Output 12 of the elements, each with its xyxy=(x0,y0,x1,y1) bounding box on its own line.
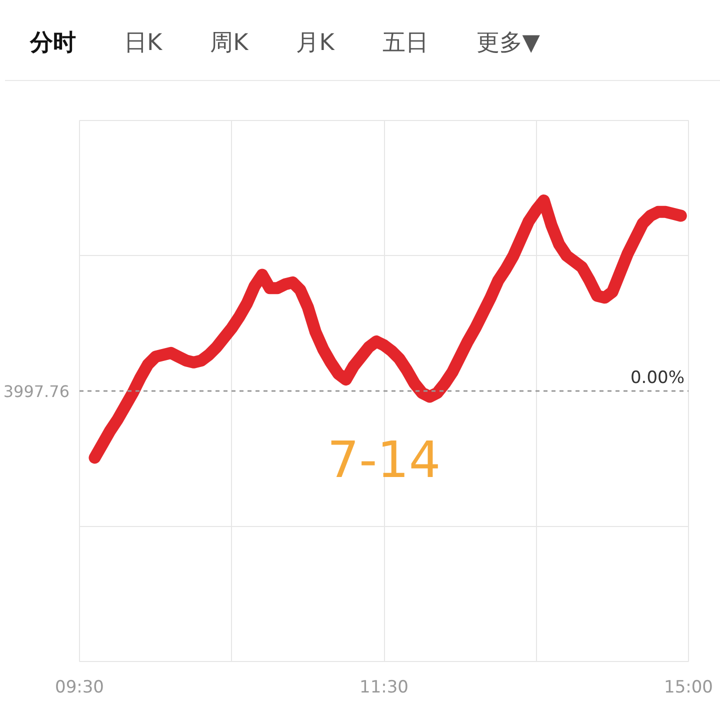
text: 分时 xyxy=(30,29,76,58)
text: 月K xyxy=(296,29,334,58)
text: 周K xyxy=(210,29,248,58)
ref-line-label: 0.00% xyxy=(630,368,685,388)
text: 更多▼ xyxy=(476,29,540,58)
x-tick-label: 15:00 xyxy=(664,678,714,698)
x-tick-label: 09:30 xyxy=(55,678,104,698)
text: 日K xyxy=(124,29,162,58)
annotation: 7-14 xyxy=(327,431,441,490)
annotation: 3997.76 xyxy=(3,382,70,401)
x-tick-label: 11:30 xyxy=(360,678,409,698)
text: 五日 xyxy=(382,29,428,58)
